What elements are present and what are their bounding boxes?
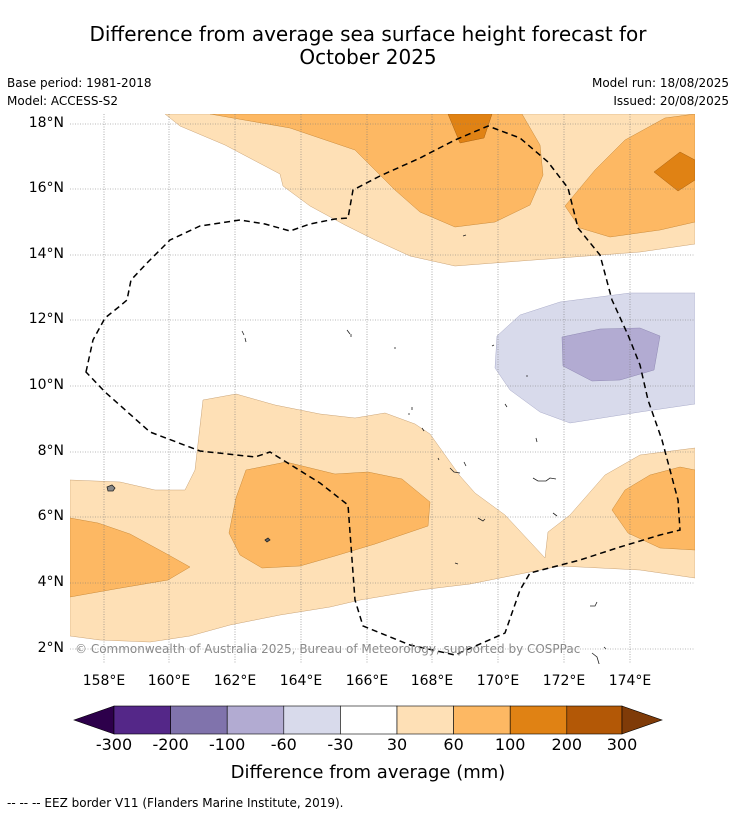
model-run: Model run: 18/08/2025 <box>591 76 729 90</box>
meta-left: Base period: 1981-2018 Model: ACCESS-S2 <box>7 74 152 110</box>
lat-tick-4n: 4°N <box>37 574 64 590</box>
colorbar-label-2: -200 <box>152 735 189 754</box>
lon-tick-158e: 158°E <box>82 673 126 689</box>
colorbar-swatch-2 <box>170 705 228 735</box>
copyright-notice: © Commonwealth of Australia 2025, Bureau… <box>75 642 581 656</box>
colorbar-min-extend <box>73 705 115 735</box>
lon-tick-160e: 160°E <box>147 673 191 689</box>
base-period: Base period: 1981-2018 <box>7 76 152 90</box>
colorbar-label-5: -30 <box>327 735 354 754</box>
gridlines <box>70 114 695 664</box>
colorbar-label-7: 60 <box>443 735 464 754</box>
north-dark-spot <box>447 114 493 144</box>
lat-tick-18n: 18°N <box>28 115 64 131</box>
lat-tick-10n: 10°N <box>28 377 64 393</box>
meta-right: Model run: 18/08/2025 Issued: 20/08/2025 <box>592 74 729 110</box>
lon-tick-170e: 170°E <box>476 673 520 689</box>
lat-tick-16n: 16°N <box>28 180 64 196</box>
lat-tick-8n: 8°N <box>37 443 64 459</box>
lat-tick-12n: 12°N <box>28 311 64 327</box>
colorbar <box>73 705 663 735</box>
northeast-dark <box>653 151 695 192</box>
lon-tick-162e: 162°E <box>213 673 257 689</box>
colorbar-swatch-4 <box>283 705 341 735</box>
colorbar-max-extend <box>621 705 663 735</box>
title-line-1: Difference from average sea surface heig… <box>89 22 647 46</box>
model-name: Model: ACCESS-S2 <box>7 94 119 108</box>
lon-tick-164e: 164°E <box>279 673 323 689</box>
map-title: Difference from average sea surface heig… <box>0 23 736 69</box>
lat-tick-14n: 14°N <box>28 246 64 262</box>
northeast-mid <box>564 114 695 238</box>
lon-tick-166e: 166°E <box>345 673 389 689</box>
colorbar-label-3: -100 <box>209 735 246 754</box>
title-line-2: October 2025 <box>299 45 437 69</box>
east-negative-mid <box>561 327 661 382</box>
colorbar-swatch-9 <box>566 705 623 735</box>
lon-tick-168e: 168°E <box>410 673 454 689</box>
colorbar-swatch-8 <box>509 705 568 735</box>
colorbar-swatch-3 <box>226 705 285 735</box>
colorbar-swatch-1 <box>113 705 171 735</box>
eez-border <box>85 125 681 656</box>
lat-tick-6n: 6°N <box>37 508 64 524</box>
lon-tick-172e: 172°E <box>542 673 586 689</box>
colorbar-swatch-5 <box>340 705 398 735</box>
lat-tick-2n: 2°N <box>37 640 64 656</box>
colorbar-label-1: -300 <box>95 735 133 754</box>
colorbar-label-9: 200 <box>551 735 583 754</box>
southwest-mid <box>70 517 191 598</box>
lon-tick-174e: 174°E <box>608 673 652 689</box>
colorbar-label-8: 100 <box>494 735 526 754</box>
colorbar-label-6: 30 <box>386 735 408 754</box>
colorbar-swatch-6 <box>396 705 454 735</box>
colorbar-label-10: 300 <box>606 735 638 754</box>
colorbar-swatch-7 <box>453 705 511 735</box>
islands <box>106 234 607 664</box>
issued-date: Issued: 20/08/2025 <box>613 94 729 108</box>
anomaly-fields <box>70 114 695 664</box>
colorbar-label-4: -60 <box>270 735 297 754</box>
eez-footnote: -- -- -- EEZ border V11 (Flanders Marine… <box>7 796 344 810</box>
south-central-mid <box>228 461 431 569</box>
colorbar-title: Difference from average (mm) <box>230 762 506 783</box>
